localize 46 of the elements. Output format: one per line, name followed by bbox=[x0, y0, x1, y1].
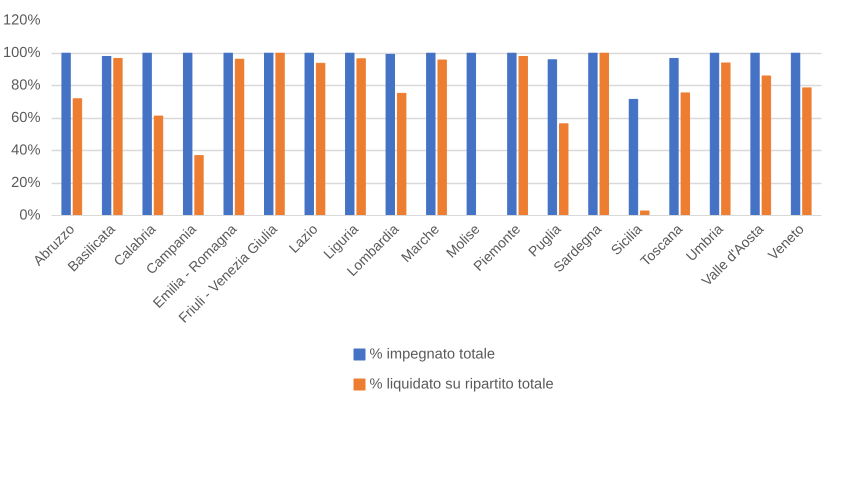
y-tick-label: 120% bbox=[3, 12, 41, 28]
legend-label: % impegnato totale bbox=[370, 346, 495, 362]
bar bbox=[61, 52, 71, 216]
bar bbox=[113, 58, 123, 216]
bar bbox=[316, 62, 326, 216]
bar bbox=[680, 92, 690, 216]
bar bbox=[518, 56, 528, 216]
bar bbox=[669, 58, 679, 216]
bar bbox=[345, 52, 354, 216]
bar bbox=[304, 52, 314, 216]
y-tick-label: 60% bbox=[11, 110, 41, 126]
bar bbox=[600, 52, 609, 216]
bar bbox=[396, 92, 406, 216]
bar bbox=[588, 52, 598, 216]
bar bbox=[194, 155, 204, 216]
bar bbox=[142, 52, 152, 216]
bar bbox=[507, 52, 517, 216]
bar bbox=[437, 60, 447, 216]
bar bbox=[721, 62, 731, 216]
bar bbox=[275, 52, 285, 216]
y-tick-label: 0% bbox=[19, 208, 41, 224]
bar bbox=[559, 123, 568, 216]
bar bbox=[548, 59, 558, 216]
y-tick-label: 20% bbox=[11, 175, 41, 191]
y-tick-label: 100% bbox=[3, 45, 41, 61]
bar bbox=[628, 98, 638, 216]
bar bbox=[386, 54, 396, 216]
bar bbox=[426, 52, 436, 216]
bar bbox=[790, 52, 800, 216]
bar bbox=[750, 52, 760, 216]
bar bbox=[264, 52, 274, 216]
y-tick-label: 80% bbox=[11, 78, 41, 94]
bar bbox=[762, 76, 772, 216]
bar bbox=[466, 52, 476, 216]
bar bbox=[223, 52, 233, 216]
bar bbox=[710, 52, 720, 216]
legend-label: % liquidato su ripartito totale bbox=[370, 376, 554, 392]
bar bbox=[234, 58, 244, 216]
bar bbox=[102, 56, 112, 216]
y-tick-label: 40% bbox=[11, 142, 41, 158]
bar bbox=[154, 116, 164, 216]
bar bbox=[356, 58, 366, 216]
bar bbox=[182, 52, 192, 216]
bar bbox=[802, 87, 812, 216]
bar bbox=[640, 210, 650, 216]
bar bbox=[72, 98, 82, 216]
